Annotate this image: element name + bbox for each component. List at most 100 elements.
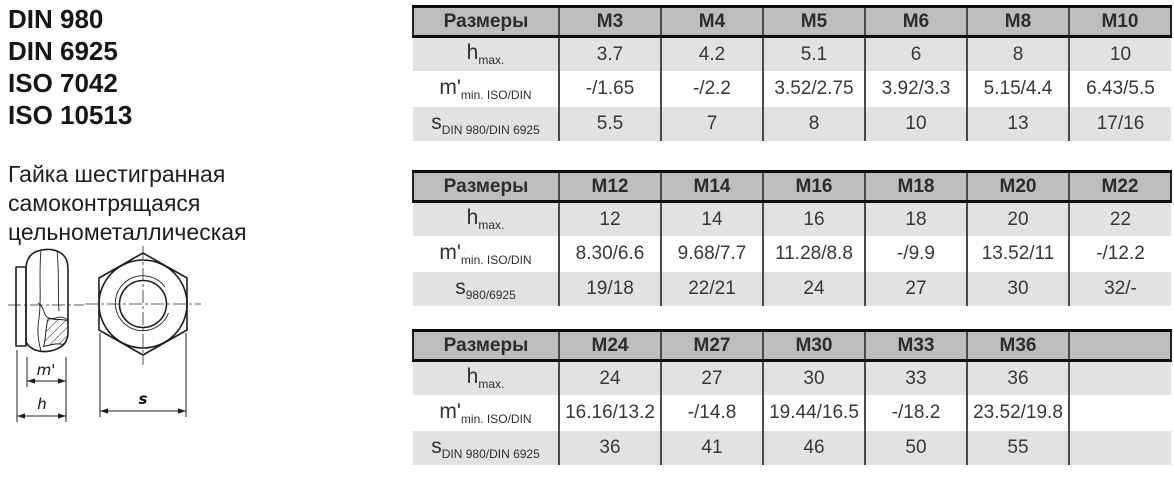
value-cell: 18 bbox=[864, 201, 967, 236]
spec-table-m24-m36: Размеры M24 M27 M30 M33 M36 hmax. 24 27 … bbox=[412, 329, 1172, 465]
facet-line-left bbox=[37, 249, 42, 352]
facet-line-right bbox=[56, 250, 60, 312]
column-header: M33 bbox=[864, 329, 967, 362]
dimension-label-m: m' bbox=[37, 361, 56, 379]
value-cell: 46 bbox=[762, 431, 865, 465]
value-cell: 14 bbox=[660, 201, 763, 236]
value-cell: 36 bbox=[558, 431, 661, 465]
flange-face-outline bbox=[15, 266, 27, 347]
value-cell: 10 bbox=[864, 107, 967, 141]
column-header: M20 bbox=[966, 170, 1069, 203]
value-cell: 5.1 bbox=[762, 36, 865, 71]
value-cell: 23.52/19.8 bbox=[966, 395, 1069, 431]
nut-side-view bbox=[8, 248, 84, 353]
value-cell: 41 bbox=[660, 431, 763, 465]
value-cell: 3.52/2.75 bbox=[762, 71, 865, 107]
value-cell: 55 bbox=[966, 431, 1069, 465]
break-line bbox=[37, 302, 69, 321]
row-label: s980/6925 bbox=[413, 272, 559, 306]
column-header: M18 bbox=[864, 170, 967, 203]
column-header-sizes: Размеры bbox=[412, 329, 559, 362]
value-cell: -/1.65 bbox=[558, 71, 661, 107]
spec-table-m3-m10: Размеры M3 M4 M5 M6 M8 M10 hmax. 3.7 4.2… bbox=[412, 5, 1172, 141]
value-cell: 3.7 bbox=[558, 36, 661, 71]
table-header-row: Размеры M24 M27 M30 M33 M36 bbox=[412, 329, 1172, 362]
value-cell: 20 bbox=[966, 201, 1069, 236]
value-cell bbox=[1068, 395, 1171, 431]
column-header: M5 bbox=[762, 5, 865, 38]
value-cell: 22 bbox=[1068, 201, 1171, 236]
row-m-min: m'min. ISO/DIN 8.30/6.6 9.68/7.7 11.28/8… bbox=[413, 236, 1171, 272]
column-header: M8 bbox=[966, 5, 1069, 38]
value-cell: 36 bbox=[966, 360, 1069, 395]
column-header: M4 bbox=[660, 5, 763, 38]
value-cell: 8 bbox=[762, 107, 865, 141]
value-cell: 24 bbox=[762, 272, 865, 306]
row-h-max: hmax. 24 27 30 33 36 bbox=[413, 360, 1171, 395]
column-header: M27 bbox=[660, 329, 763, 362]
value-cell: -/14.8 bbox=[660, 395, 763, 431]
nut-technical-drawing: m' h s bbox=[5, 245, 240, 474]
standard-din-6925: DIN 6925 bbox=[8, 36, 118, 66]
value-cell: 5.15/4.4 bbox=[966, 71, 1069, 107]
value-cell: 10 bbox=[1068, 36, 1171, 71]
row-s-width: sDIN 980/DIN 6925 36 41 46 50 55 bbox=[413, 431, 1171, 465]
nut-front-view bbox=[85, 246, 201, 365]
column-header-sizes: Размеры bbox=[412, 5, 559, 38]
side-view-outline bbox=[25, 248, 69, 353]
value-cell: 6 bbox=[864, 36, 967, 71]
value-cell: 9.68/7.7 bbox=[660, 236, 763, 272]
value-cell: 32/- bbox=[1068, 272, 1171, 306]
value-cell: 13 bbox=[966, 107, 1069, 141]
column-header: M36 bbox=[966, 329, 1069, 362]
dimension-label-s: s bbox=[139, 390, 148, 408]
column-header: M14 bbox=[660, 170, 763, 203]
value-cell: 27 bbox=[864, 272, 967, 306]
value-cell: 30 bbox=[762, 360, 865, 395]
column-header: M22 bbox=[1068, 170, 1172, 203]
value-cell: 13.52/11 bbox=[966, 236, 1069, 272]
value-cell: 4.2 bbox=[660, 36, 763, 71]
column-header-empty bbox=[1068, 329, 1172, 362]
column-header: M24 bbox=[558, 329, 661, 362]
hexagon-outline bbox=[98, 252, 188, 356]
dimension-label-h: h bbox=[37, 395, 47, 413]
row-m-min: m'min. ISO/DIN 16.16/13.2 -/14.8 19.44/1… bbox=[413, 395, 1171, 431]
dimension-m: m' bbox=[26, 357, 67, 422]
column-header-sizes: Размеры bbox=[412, 170, 559, 203]
table-header-row: Размеры M3 M4 M5 M6 M8 M10 bbox=[412, 5, 1172, 38]
column-header: M30 bbox=[762, 329, 865, 362]
row-label: hmax. bbox=[413, 36, 559, 71]
value-cell: -/2.2 bbox=[660, 71, 763, 107]
value-cell: 7 bbox=[660, 107, 763, 141]
standard-iso-10513: ISO 10513 bbox=[8, 100, 133, 130]
value-cell: 19/18 bbox=[558, 272, 661, 306]
value-cell: 19.44/16.5 bbox=[762, 395, 865, 431]
value-cell: 30 bbox=[966, 272, 1069, 306]
value-cell: 6.43/5.5 bbox=[1068, 71, 1171, 107]
value-cell: 5.5 bbox=[558, 107, 661, 141]
thread-circle bbox=[114, 275, 169, 332]
product-description: Гайка шестигранная самоконтрящаяся цельн… bbox=[8, 160, 408, 247]
standards-list: DIN 980 DIN 6925 ISO 7042 ISO 10513 bbox=[8, 3, 132, 131]
column-header: M3 bbox=[558, 5, 661, 38]
value-cell: -/12.2 bbox=[1068, 236, 1171, 272]
dimension-h: h bbox=[16, 350, 66, 422]
row-label: sDIN 980/DIN 6925 bbox=[413, 431, 559, 465]
value-cell: 11.28/8.8 bbox=[762, 236, 865, 272]
value-cell: 16 bbox=[762, 201, 865, 236]
dimension-s: s bbox=[99, 333, 187, 417]
value-cell: 12 bbox=[558, 201, 661, 236]
standard-din-980: DIN 980 bbox=[8, 4, 104, 34]
row-label: m'min. ISO/DIN bbox=[413, 236, 559, 272]
column-header: M10 bbox=[1068, 5, 1172, 38]
row-label: m'min. ISO/DIN bbox=[413, 71, 559, 107]
row-h-max: hmax. 3.7 4.2 5.1 6 8 10 bbox=[413, 36, 1171, 71]
column-header: M16 bbox=[762, 170, 865, 203]
row-label: hmax. bbox=[413, 201, 559, 236]
column-header: M12 bbox=[558, 170, 661, 203]
value-cell bbox=[1068, 431, 1171, 465]
standard-iso-7042: ISO 7042 bbox=[8, 68, 118, 98]
description-line-1: Гайка шестигранная самоконтрящаяся bbox=[8, 161, 226, 216]
row-h-max: hmax. 12 14 16 18 20 22 bbox=[413, 201, 1171, 236]
